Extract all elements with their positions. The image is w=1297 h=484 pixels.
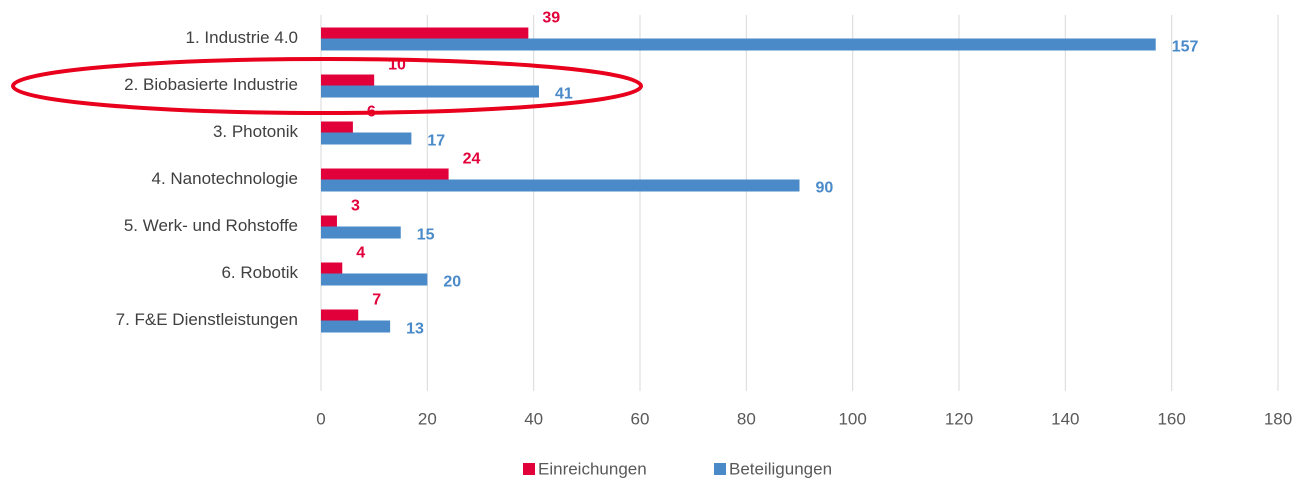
data-label: 7 xyxy=(372,292,381,309)
bar xyxy=(321,132,412,145)
bar xyxy=(321,273,428,286)
data-label: 90 xyxy=(816,180,834,197)
highlight-ellipse xyxy=(11,57,643,115)
bar xyxy=(321,85,539,98)
legend-label: Beteiligungen xyxy=(729,459,832,478)
x-tick-label: 20 xyxy=(418,409,437,428)
data-label: 157 xyxy=(1172,39,1199,56)
data-label: 15 xyxy=(417,227,435,244)
bar xyxy=(321,121,353,133)
legend-swatch xyxy=(714,463,726,475)
bar xyxy=(321,168,449,180)
bar xyxy=(321,179,800,192)
data-label: 4 xyxy=(356,245,365,262)
bar xyxy=(321,215,337,227)
bar xyxy=(321,309,359,321)
x-tick-label: 100 xyxy=(838,409,866,428)
bar xyxy=(321,38,1156,51)
y-tick-label: 1. Industrie 4.0 xyxy=(186,28,298,47)
data-label: 17 xyxy=(427,133,445,150)
y-tick-label: 2. Biobasierte Industrie xyxy=(124,75,298,94)
data-label: 24 xyxy=(463,151,481,168)
y-tick-label: 3. Photonik xyxy=(213,122,299,141)
x-tick-label: 60 xyxy=(631,409,650,428)
x-tick-label: 0 xyxy=(316,409,325,428)
y-tick-label: 5. Werk- und Rohstoffe xyxy=(124,216,298,235)
bar xyxy=(321,320,391,333)
y-tick-label: 7. F&E Dienstleistungen xyxy=(116,310,298,329)
bar xyxy=(321,27,529,39)
legend-swatch xyxy=(523,463,535,475)
legend-label: Einreichungen xyxy=(538,459,647,478)
bar xyxy=(321,262,343,274)
x-tick-label: 160 xyxy=(1157,409,1185,428)
bar xyxy=(321,74,375,86)
x-tick-label: 140 xyxy=(1051,409,1079,428)
y-tick-label: 4. Nanotechnologie xyxy=(151,169,298,188)
x-tick-label: 120 xyxy=(945,409,973,428)
data-label: 39 xyxy=(542,10,560,27)
data-label: 13 xyxy=(406,321,424,338)
x-tick-label: 80 xyxy=(737,409,756,428)
y-tick-label: 6. Robotik xyxy=(221,263,298,282)
x-tick-label: 40 xyxy=(524,409,543,428)
bar xyxy=(321,226,401,239)
data-label: 41 xyxy=(555,86,573,103)
x-tick-label: 180 xyxy=(1264,409,1292,428)
data-label: 3 xyxy=(351,198,360,215)
data-label: 20 xyxy=(443,274,461,291)
